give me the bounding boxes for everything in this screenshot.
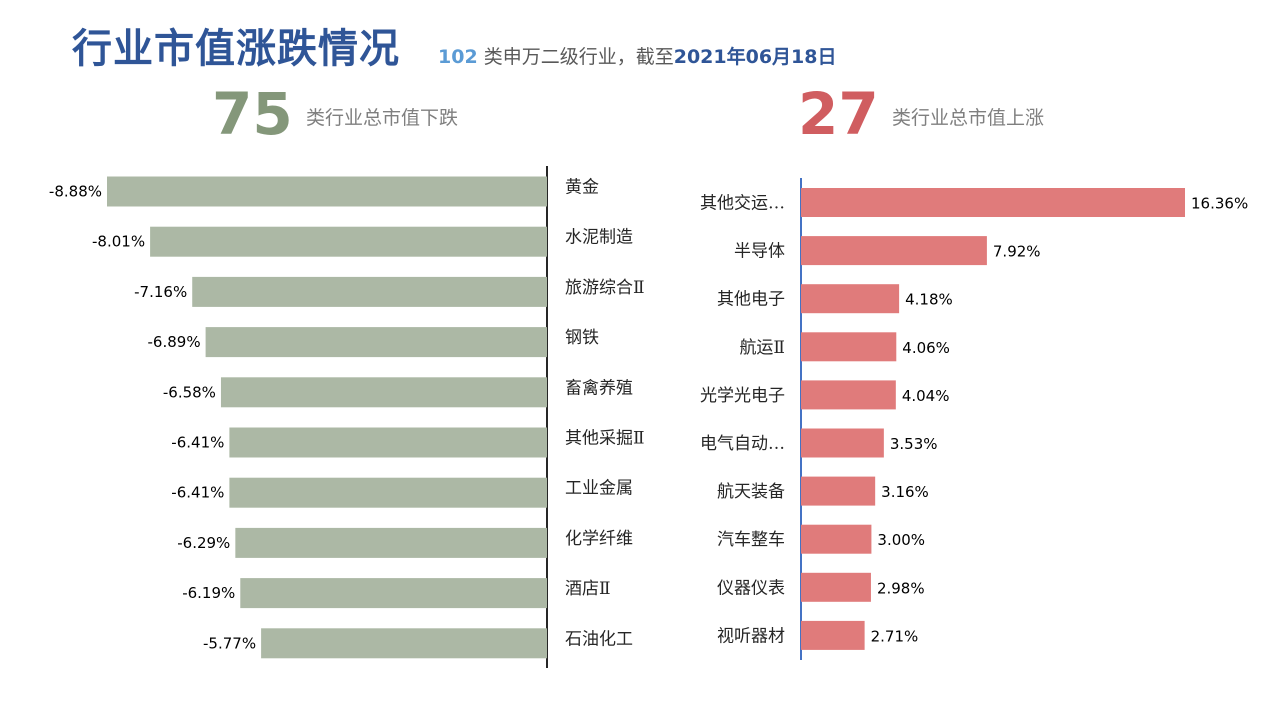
bar-decline [220, 377, 547, 408]
bar-rise [801, 476, 876, 506]
bar-rise [801, 380, 896, 410]
value-label-decline: -6.58% [163, 383, 216, 401]
bar-decline [261, 628, 547, 659]
category-label-decline: 工业金属 [565, 479, 633, 499]
bar-rise [801, 620, 865, 650]
bar-decline [107, 176, 547, 207]
bar-decline [235, 527, 548, 558]
bar-decline [192, 276, 547, 307]
value-label-decline: -6.19% [182, 584, 235, 602]
value-label-decline: -6.29% [177, 534, 230, 552]
category-label-rise: 半导体 [734, 242, 785, 262]
category-label-rise: 视听器材 [717, 626, 785, 646]
bar-rise [801, 284, 900, 314]
value-label-rise: 4.06% [902, 339, 950, 357]
down-caption: 类行业总市值下跌 [306, 107, 459, 129]
category-label-rise: 航天装备 [717, 482, 785, 502]
value-label-rise: 2.71% [871, 627, 919, 645]
up-caption: 类行业总市值上涨 [892, 107, 1045, 129]
page-title: 行业市值涨跌情况 [72, 26, 400, 72]
bar-decline [240, 578, 548, 609]
page-subtitle: 102 类申万二级行业，截至2021年06月18日 [438, 42, 837, 69]
up-count: 27 [798, 80, 879, 148]
value-label-decline: -7.16% [134, 283, 187, 301]
value-label-rise: 3.16% [881, 483, 929, 501]
bar-rise [801, 572, 871, 602]
value-label-decline: -6.89% [148, 333, 201, 351]
category-label-decline: 畜禽养殖 [565, 378, 633, 398]
value-label-decline: -6.41% [171, 484, 224, 502]
category-label-decline: 石油化工 [565, 629, 633, 649]
category-label-rise: 其他交运… [700, 194, 785, 214]
decline-chart: -8.88% 黄金 -8.01% 水泥制造 -7.16% 旅游综合Ⅱ -6.89% 钢铁 -6.… [49, 166, 645, 668]
category-label-decline: 黄金 [565, 178, 599, 198]
bar-rise [801, 428, 884, 458]
bar-decline [229, 477, 547, 508]
category-label-decline: 酒店Ⅱ [565, 579, 611, 599]
down-count: 75 [212, 80, 293, 148]
category-label-rise: 光学光电子 [700, 386, 785, 406]
bar-rise [801, 188, 1185, 217]
value-label-decline: -8.88% [49, 183, 102, 201]
category-label-rise: 仪器仪表 [717, 578, 785, 598]
category-label-rise: 汽车整车 [717, 530, 785, 550]
value-label-rise: 4.18% [905, 291, 953, 309]
bar-decline [150, 226, 548, 257]
value-label-decline: -8.01% [92, 233, 145, 251]
category-label-decline: 水泥制造 [565, 228, 633, 248]
category-label-rise: 航运Ⅱ [739, 338, 785, 358]
bar-decline [229, 427, 547, 458]
category-label-decline: 钢铁 [565, 328, 599, 348]
subtitle-text: 类申万二级行业，截至 [483, 46, 674, 68]
bar-rise [801, 524, 872, 554]
value-label-rise: 4.04% [902, 387, 950, 405]
bar-decline [205, 327, 547, 358]
category-label-decline: 旅游综合Ⅱ [565, 278, 645, 298]
bar-rise [801, 332, 897, 362]
category-label-decline: 其他采掘Ⅱ [565, 429, 645, 449]
value-label-rise: 2.98% [877, 579, 925, 597]
category-label-decline: 化学纤维 [565, 529, 633, 549]
category-label-rise: 电气自动… [700, 434, 785, 454]
value-label-rise: 3.00% [877, 531, 925, 549]
value-label-rise: 3.53% [890, 435, 938, 453]
rise-chart: 16.36% 其他交运… 7.92% 半导体 4.18% 其他电子 4.06% 航运Ⅱ 4.04… [700, 178, 1248, 660]
value-label-decline: -5.77% [203, 634, 256, 652]
value-label-decline: -6.41% [171, 434, 224, 452]
value-label-rise: 16.36% [1191, 195, 1248, 213]
value-label-rise: 7.92% [993, 243, 1041, 261]
industry-count: 102 [438, 46, 478, 68]
subtitle-date: 2021年06月18日 [673, 46, 837, 68]
category-label-rise: 其他电子 [717, 290, 785, 310]
bar-rise [801, 236, 987, 266]
